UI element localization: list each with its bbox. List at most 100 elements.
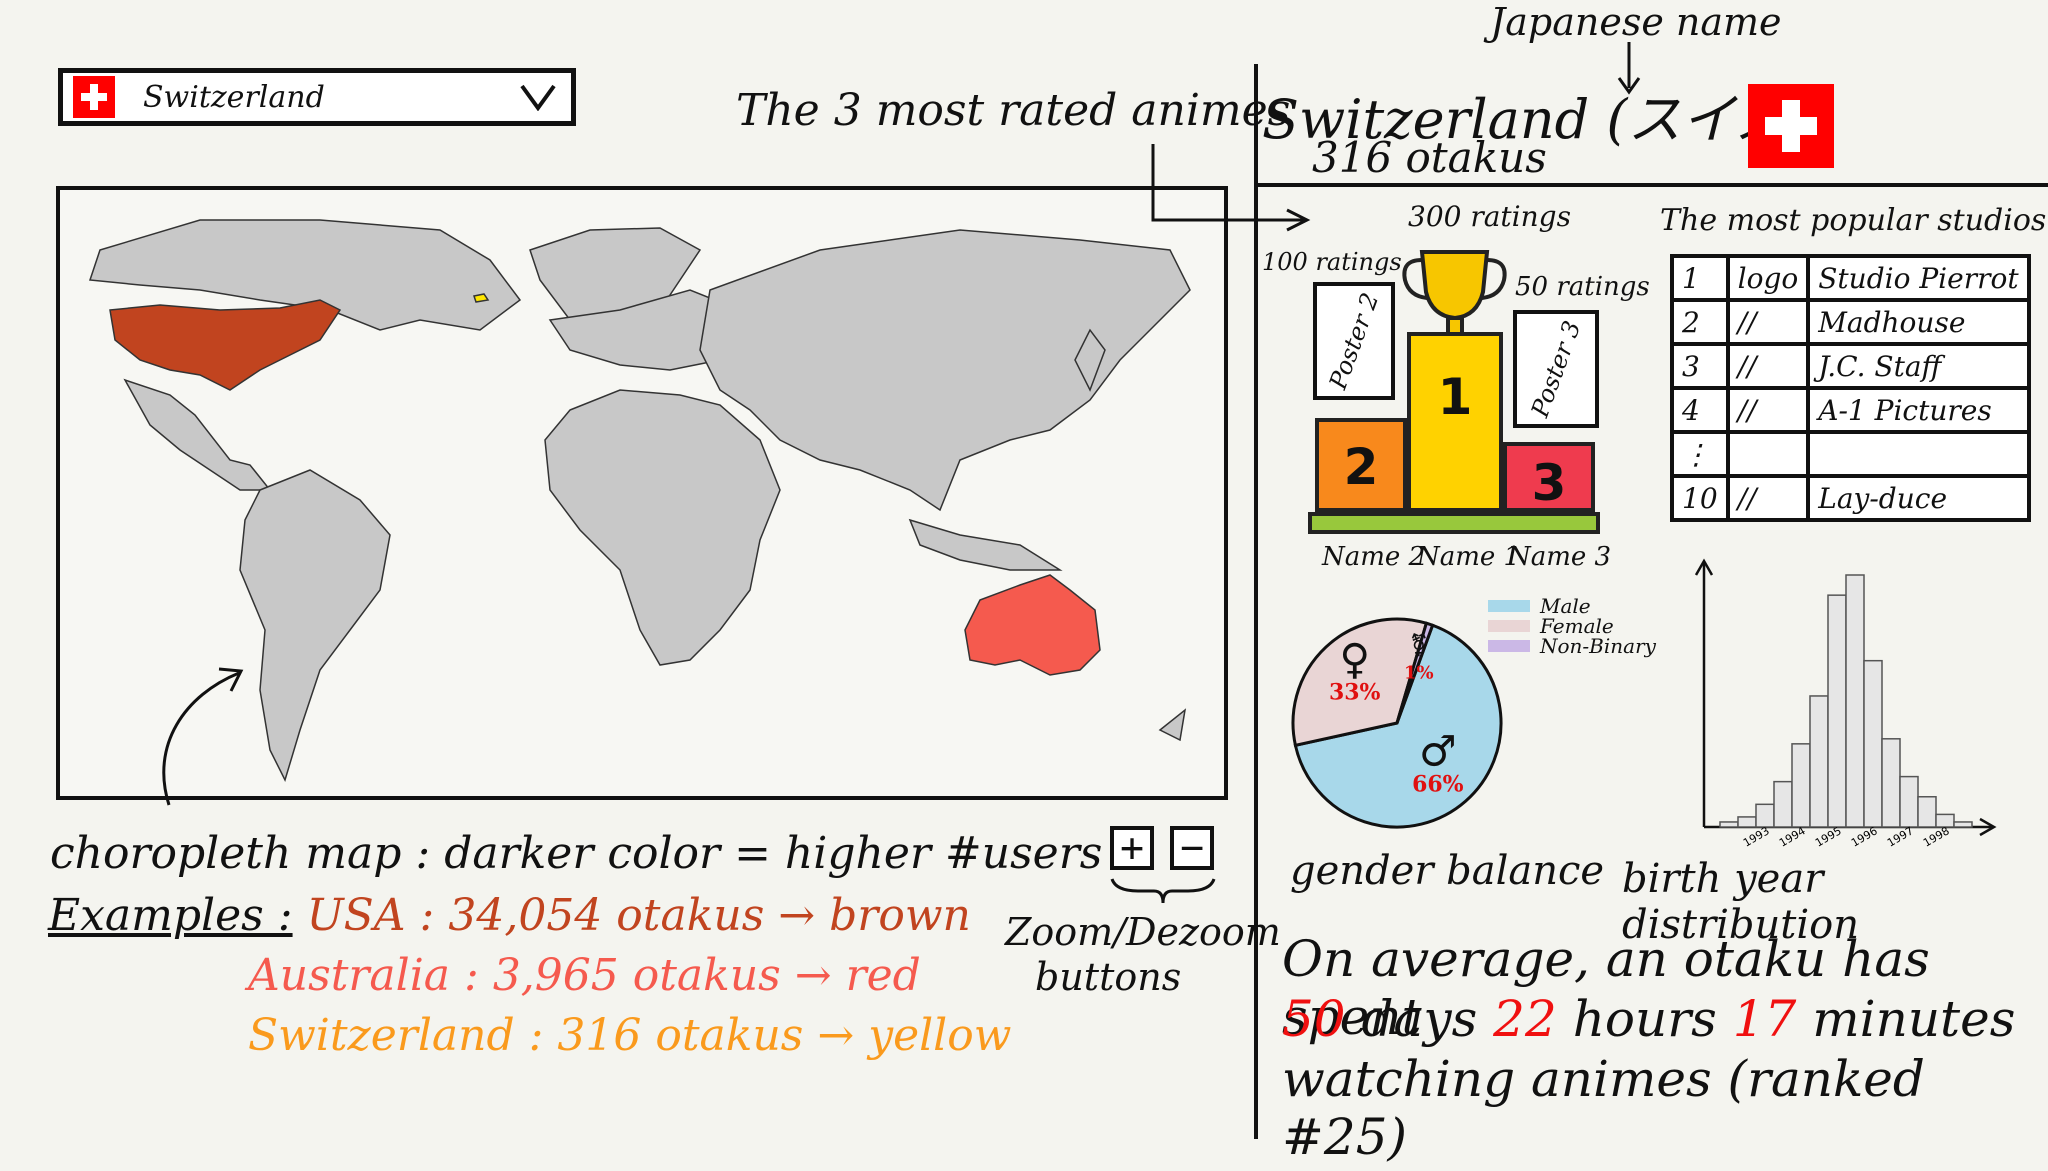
studio-logo: // — [1725, 342, 1811, 390]
hist-bar — [1791, 743, 1811, 828]
days-number: 50 — [1282, 990, 1346, 1048]
studio-name: Madhouse — [1806, 298, 2031, 346]
studios-table: 1 logo Studio Pierrot 2//Madhouse 3//J.C. St… — [1670, 254, 2031, 522]
nonbinary-symbol-icon: ⚧ — [1410, 633, 1428, 659]
country-dropdown[interactable]: Switzerland — [58, 68, 576, 126]
studio-row[interactable]: ⋮ — [1670, 430, 2031, 478]
legend-label-female: Female — [1540, 614, 1614, 638]
studio-logo: // — [1725, 474, 1811, 522]
hist-y-arrow — [1694, 558, 1714, 576]
dropdown-value: Switzerland — [143, 79, 325, 115]
birth-caption: birth year distribution — [1622, 856, 1859, 948]
panel-divider-vertical — [1254, 64, 1258, 1139]
pie-slice-male — [1293, 623, 1503, 829]
panel-divider-horizontal — [1254, 183, 2048, 187]
studio-rank: ⋮ — [1670, 430, 1730, 478]
hours-label: hours — [1572, 990, 1717, 1048]
studio-name: Studio Pierrot — [1806, 254, 2031, 302]
hist-bar — [1935, 813, 1955, 828]
rating-3: 50 ratings — [1515, 272, 1650, 302]
poster-3-label: Poster 3 — [1525, 317, 1587, 421]
legend-item-female: Female — [1488, 614, 1656, 638]
hist-bar — [1719, 821, 1739, 828]
birth-year-histogram: 1993 1994 1995 1996 1997 1998 — [1694, 558, 1997, 850]
podium-name-3: Name 3 — [1508, 542, 1612, 572]
hist-bar — [1737, 816, 1757, 828]
hist-bar — [1881, 738, 1901, 828]
podium-block-1: 1 — [1407, 332, 1503, 512]
studio-name: Lay-duce — [1806, 474, 2031, 522]
map-caption: choropleth map : darker color = higher #… — [50, 828, 1103, 879]
map-indonesia — [908, 518, 1063, 571]
hist-bar — [1863, 659, 1883, 828]
gender-pie-chart: 66%♂ 33%♀ 1% ⚧ — [1291, 617, 1503, 829]
country-title: Switzerland (スイス) — [1262, 88, 1809, 151]
hist-bar — [1953, 821, 1973, 828]
map-asia — [699, 229, 1191, 512]
rating-1: 300 ratings — [1408, 200, 1571, 233]
podium-name-1: Name 1 — [1417, 542, 1521, 572]
map-australia — [964, 574, 1101, 676]
poster-3[interactable]: Poster 3 — [1513, 310, 1599, 428]
studios-title: The most popular studios — [1660, 203, 2047, 238]
swiss-flag-icon — [1748, 84, 1834, 168]
chevron-down-icon — [520, 84, 556, 111]
otaku-count: 316 otakus — [1312, 133, 1547, 182]
pie-label-male: 66% — [1412, 772, 1464, 798]
legend-item-male: Male — [1488, 594, 1656, 618]
studio-row[interactable]: 3//J.C. Staff — [1670, 342, 2031, 390]
japanese-name-caption: Japanese name — [1490, 0, 1782, 44]
map-japan — [1074, 328, 1106, 392]
hours-number: 22 — [1493, 990, 1557, 1048]
studio-row[interactable]: 2//Madhouse — [1670, 298, 2031, 346]
pie-slice-female — [1291, 617, 1429, 748]
female-symbol-icon: ♀ — [1339, 635, 1370, 684]
map-mexico — [123, 378, 272, 491]
studio-rank: 1 — [1670, 254, 1730, 302]
minutes-number: 17 — [1732, 990, 1797, 1048]
map-new-zealand — [1158, 708, 1187, 742]
poster-2[interactable]: Poster 2 — [1313, 282, 1395, 400]
zoom-out-button[interactable]: − — [1170, 826, 1214, 870]
studio-rank: 10 — [1670, 474, 1730, 522]
studio-logo: // — [1725, 298, 1811, 346]
top-animes-caption: The 3 most rated animes — [736, 85, 1291, 136]
map-switzerland — [473, 293, 490, 303]
pie-label-female: 33% — [1329, 680, 1381, 706]
japanese-name-arrow — [1617, 42, 1641, 95]
studio-rank: 4 — [1670, 386, 1730, 434]
studio-name: J.C. Staff — [1806, 342, 2031, 390]
hist-bar — [1827, 594, 1847, 828]
map-south-america — [239, 469, 391, 783]
top-animes-arrow — [1151, 144, 1311, 232]
podium-block-3: 3 — [1503, 442, 1595, 512]
zoom-caption-line2: buttons — [1035, 955, 1182, 999]
hist-x-arrow — [1979, 817, 1997, 837]
studio-rank: 3 — [1670, 342, 1730, 390]
studio-row[interactable]: 10//Lay-duce — [1670, 474, 2031, 522]
studio-name — [1806, 430, 2031, 478]
zoom-in-button[interactable]: + — [1110, 826, 1154, 870]
studio-row[interactable]: 4//A-1 Pictures — [1670, 386, 2031, 434]
zoom-caption-line1: Zoom/Dezoom — [1005, 910, 1281, 954]
hist-bar — [1845, 574, 1865, 828]
example-australia: Australia : 3,965 otakus → red — [248, 950, 921, 1001]
studio-row[interactable]: 1 logo Studio Pierrot — [1670, 254, 2031, 302]
examples-label: Examples : — [48, 890, 293, 941]
world-map[interactable] — [56, 186, 1228, 800]
hist-bar — [1899, 775, 1919, 828]
studio-name: A-1 Pictures — [1806, 386, 2031, 434]
studio-logo: // — [1725, 386, 1811, 434]
legend-label-male: Male — [1540, 594, 1591, 618]
legend-item-nonbinary: Non-Binary — [1488, 634, 1656, 658]
minutes-label: minutes — [1812, 990, 2016, 1048]
podium-base — [1308, 512, 1600, 534]
studio-logo: logo — [1725, 254, 1811, 302]
hist-bar — [1917, 796, 1937, 828]
gender-legend: Male Female Non-Binary — [1488, 594, 1656, 658]
map-usa — [109, 299, 342, 391]
studio-logo — [1725, 430, 1811, 478]
pie-slice-nonbinary — [1395, 621, 1435, 724]
swiss-flag-icon — [73, 76, 115, 118]
average-line2: 50 days 22 hours 17 minutes — [1282, 990, 2015, 1048]
